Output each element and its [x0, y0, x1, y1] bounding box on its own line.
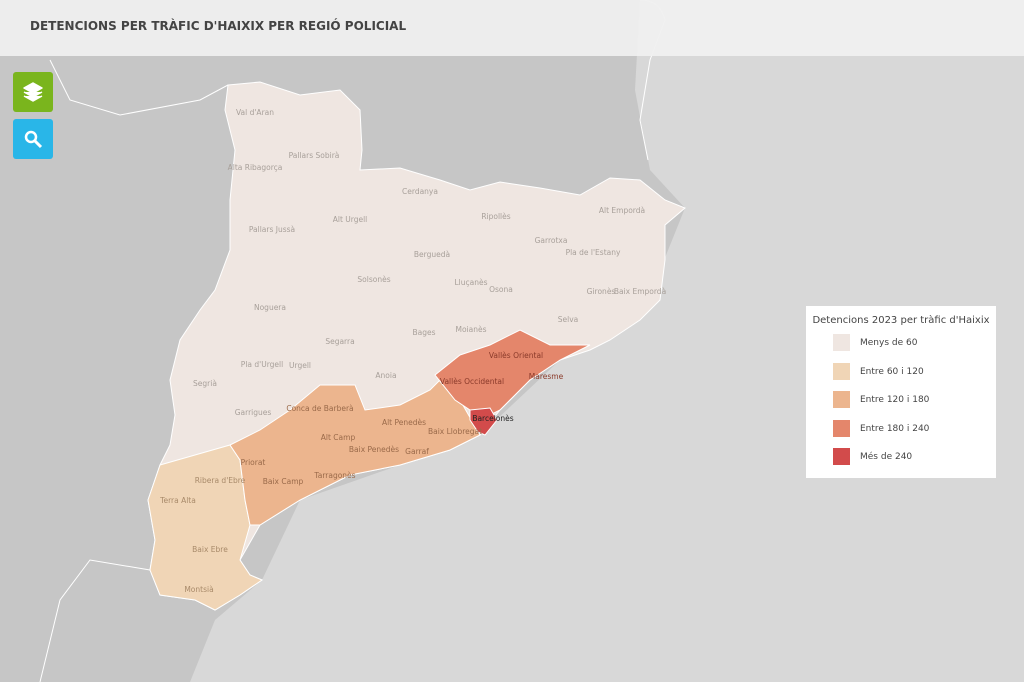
legend-label: Més de 240	[860, 452, 913, 462]
region-label: Conca de Barberà	[286, 404, 353, 413]
legend-item: Entre 60 i 120	[833, 362, 924, 380]
region-label: Baix Ebre	[192, 545, 228, 554]
border	[49, 59, 229, 116]
region-label: Vallès Occidental	[440, 377, 504, 386]
region-label: Maresme	[529, 372, 564, 381]
region-label: Cerdanya	[402, 187, 438, 196]
region-label: Moianès	[455, 325, 486, 334]
layers-button[interactable]	[13, 72, 53, 112]
header: DETENCIONS PER TRÀFIC D'HAIXIX PER REGIÓ…	[0, 0, 1024, 56]
region-label: Noguera	[254, 303, 286, 312]
region-label: Segrià	[193, 379, 217, 388]
region-label: Vallès Oriental	[489, 351, 543, 360]
region-label: Selva	[558, 315, 579, 324]
region-label: Pallars Jussà	[249, 225, 295, 234]
legend-item: Entre 180 i 240	[833, 419, 930, 437]
legend: Detencions 2023 per tràfic d'Haixix Meny…	[806, 306, 996, 478]
region-label: Segarra	[325, 337, 354, 346]
region-label: Lluçanès	[454, 278, 487, 287]
region-label: Pallars Sobirà	[289, 151, 340, 160]
region-label: Garraf	[405, 447, 429, 456]
region-label: Priorat	[241, 458, 266, 467]
region-labels: Val d'Aran Pallars Sobirà Alta Ribagorça…	[159, 108, 666, 594]
legend-swatch	[833, 391, 850, 408]
search-button[interactable]	[13, 119, 53, 159]
search-icon	[24, 130, 43, 149]
region-label: Garrigues	[235, 408, 272, 417]
region-label: Alta Ribagorça	[228, 163, 283, 172]
legend-item: Menys de 60	[833, 334, 917, 351]
border	[39, 559, 151, 682]
region-label: Barcelonès	[472, 414, 513, 423]
region-label: Alt Urgell	[333, 215, 368, 224]
legend-label: Entre 120 i 180	[860, 395, 930, 405]
legend-swatch	[833, 334, 850, 351]
page-title: DETENCIONS PER TRÀFIC D'HAIXIX PER REGIÓ…	[30, 19, 407, 33]
region-label: Baix Llobregat	[428, 427, 482, 436]
region-label: Ribera d'Ebre	[195, 476, 246, 485]
region-label: Berguedà	[414, 250, 450, 259]
layers-icon	[23, 82, 43, 102]
region-label: Pla d'Urgell	[241, 360, 283, 369]
region-label: Alt Empordà	[599, 206, 645, 215]
region-label: Ripollès	[481, 212, 510, 221]
legend-item: Més de 240	[833, 448, 912, 465]
region-label: Pla de l'Estany	[566, 248, 621, 257]
region-label: Alt Penedès	[382, 418, 426, 427]
legend-label: Entre 180 i 240	[860, 423, 930, 434]
region-label: Bages	[412, 328, 435, 337]
region-label: Baix Penedès	[349, 445, 399, 454]
region-label: Gironès	[587, 287, 616, 296]
region-zone	[469, 407, 498, 436]
legend-swatch	[833, 448, 850, 465]
region-label: Val d'Aran	[236, 108, 274, 117]
legend-swatch	[833, 419, 850, 437]
region-label: Baix Empordà	[614, 287, 666, 296]
legend-item: Entre 120 i 180	[833, 391, 929, 408]
region-label: Terra Alta	[159, 496, 196, 505]
region-label: Alt Camp	[321, 433, 356, 442]
region-label: Osona	[489, 285, 513, 294]
region-label: Solsonès	[357, 275, 390, 284]
region-label: Montsià	[184, 585, 213, 594]
legend-title: Detencions 2023 per tràfic d'Haixix	[812, 315, 990, 326]
legend-label: Entre 60 i 120	[860, 366, 924, 377]
region-label: Tarragonès	[313, 471, 355, 480]
legend-swatch	[833, 362, 850, 380]
region-label: Garrotxa	[535, 236, 568, 245]
region-label: Urgell	[289, 361, 311, 370]
region-label: Anoia	[375, 371, 396, 380]
region-label: Baix Camp	[263, 477, 304, 486]
legend-label: Menys de 60	[860, 338, 918, 348]
